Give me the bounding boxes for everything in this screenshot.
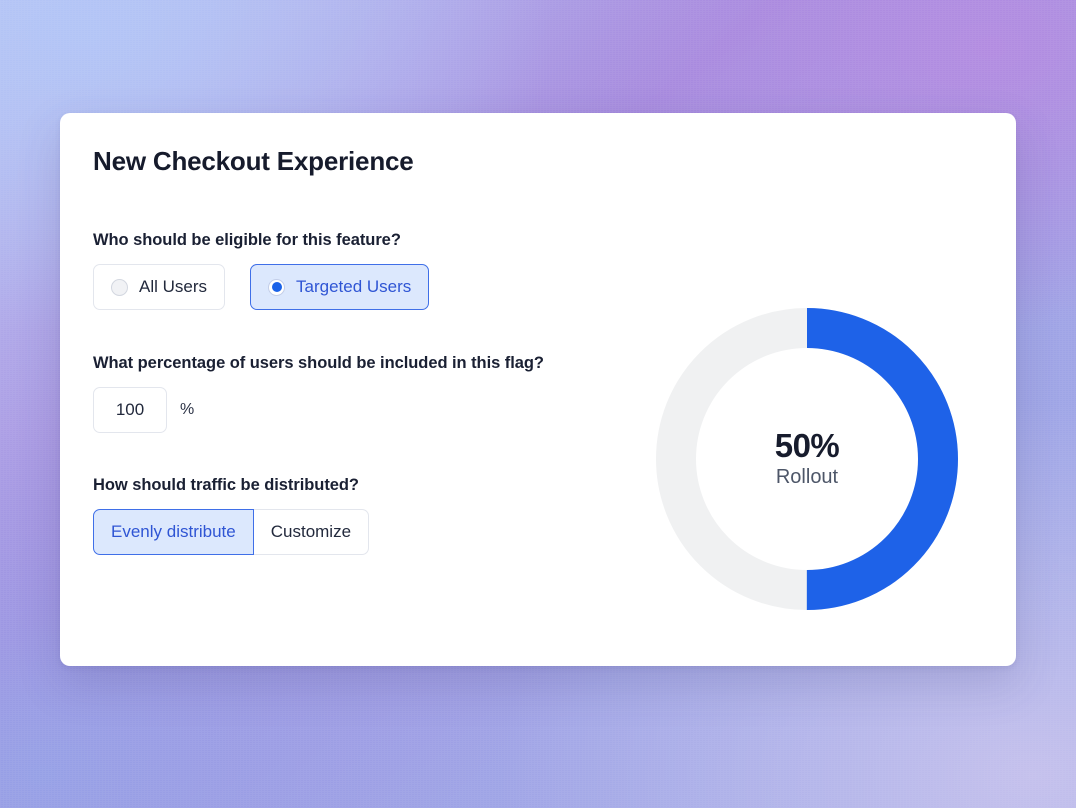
distribution-question-label: How should traffic be distributed? [93, 476, 359, 494]
segment-label: Customize [270, 522, 352, 541]
donut-value-arc [656, 308, 958, 610]
segment-label: Evenly distribute [111, 522, 236, 541]
rollout-donut-gauge: 50% Rollout [656, 308, 958, 610]
page-title: New Checkout Experience [93, 146, 414, 176]
radio-circle-icon [111, 278, 128, 296]
donut-chart-svg [656, 308, 958, 610]
donut-center-label: Rollout [775, 465, 839, 488]
radio-option-label: Targeted Users [296, 277, 412, 296]
radio-option-label: All Users [139, 277, 208, 296]
donut-center-content: 50% Rollout [656, 308, 958, 610]
distribution-segmented-control: Evenly distribute Customize [93, 509, 370, 555]
percentage-question-label: What percentage of users should be inclu… [93, 354, 544, 372]
donut-value-text: 50% [774, 427, 840, 465]
radio-option-targeted-users[interactable]: Targeted Users [250, 264, 430, 310]
eligibility-question-label: Who should be eligible for this feature? [93, 231, 401, 249]
field-eligibility: Who should be eligible for this feature?… [93, 231, 693, 310]
segment-evenly-distribute[interactable]: Evenly distribute [93, 509, 254, 555]
percentage-input[interactable] [93, 387, 167, 433]
feature-flag-form: New Checkout Experience Who should be el… [93, 146, 693, 555]
radio-option-all-users[interactable]: All Users [93, 264, 226, 310]
feature-flag-card: New Checkout Experience Who should be el… [60, 113, 1016, 666]
radio-circle-selected-icon [268, 278, 286, 296]
field-distribution: How should traffic be distributed? Evenl… [93, 476, 693, 555]
segment-customize[interactable]: Customize [253, 509, 370, 555]
percentage-input-row: % [93, 387, 693, 433]
eligibility-radio-group: All Users Targeted Users [93, 264, 693, 310]
field-percentage: What percentage of users should be inclu… [93, 354, 693, 433]
percentage-unit-label: % [180, 401, 195, 418]
